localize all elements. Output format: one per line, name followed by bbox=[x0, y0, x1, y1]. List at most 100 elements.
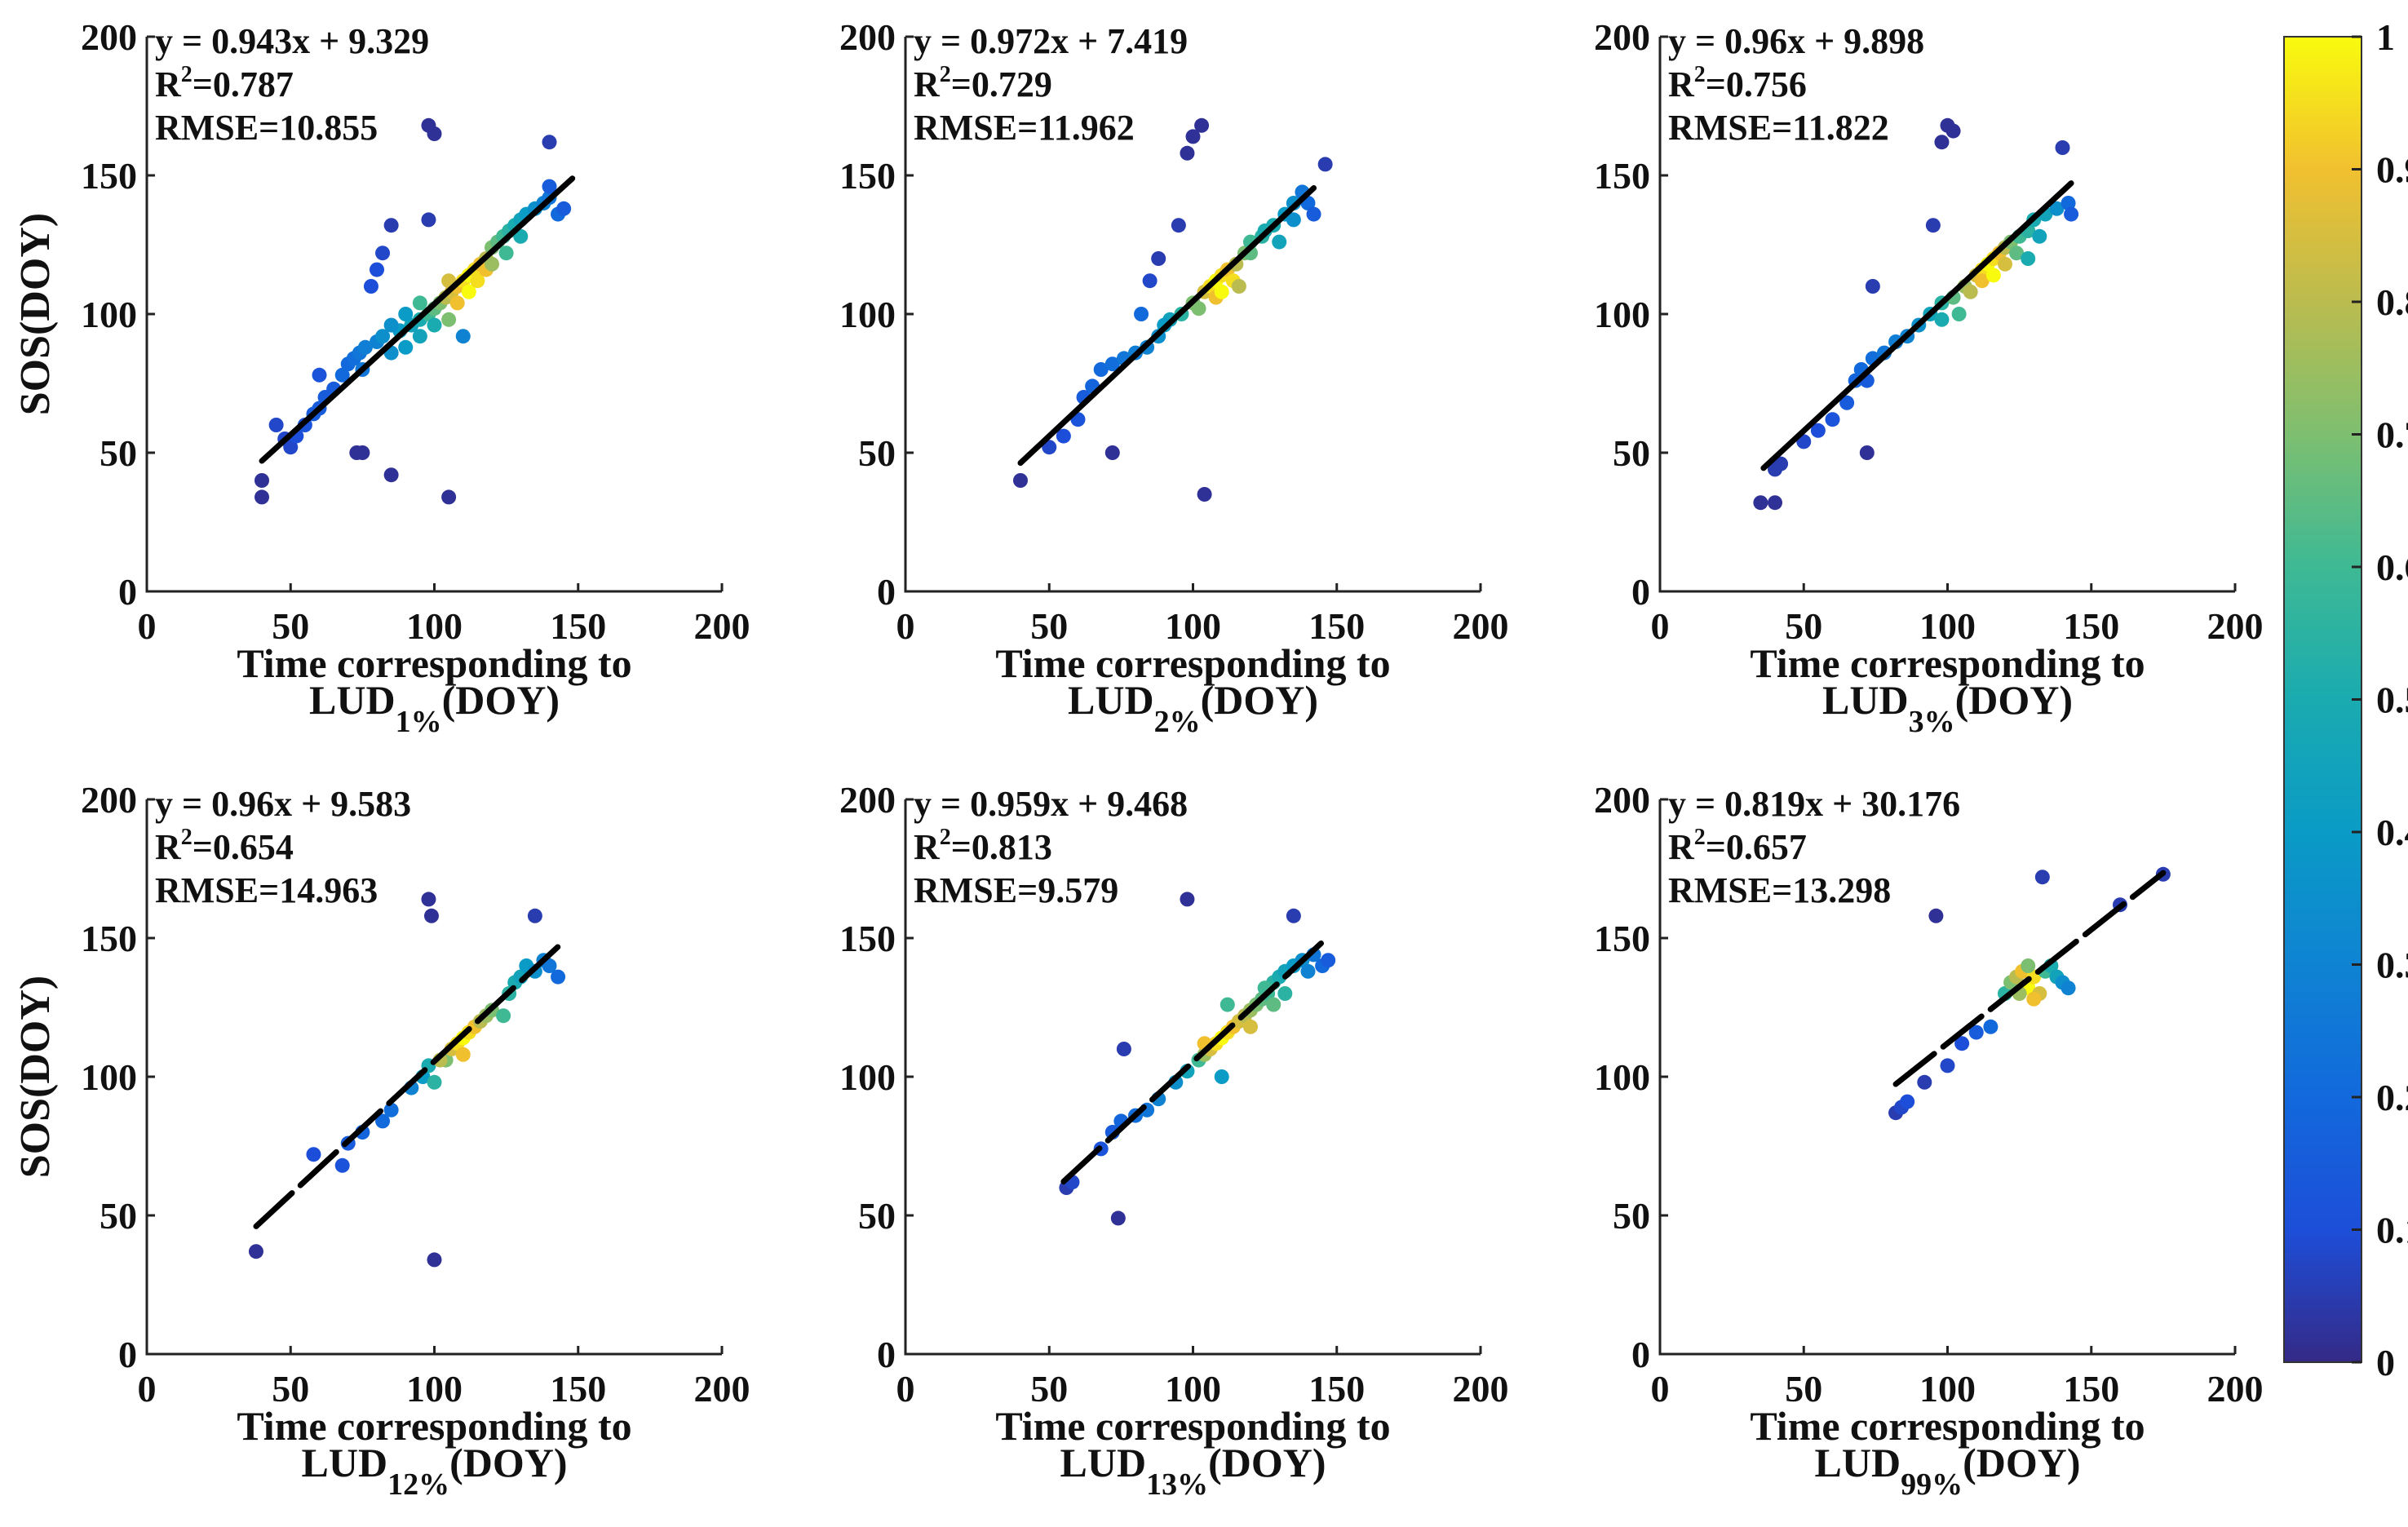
data-point bbox=[427, 1074, 442, 1090]
x-tick-label: 200 bbox=[2207, 1368, 2264, 1410]
data-point bbox=[2021, 251, 2036, 266]
data-point bbox=[2032, 228, 2047, 244]
data-point bbox=[1110, 1211, 1126, 1226]
y-tick-label: 50 bbox=[858, 1195, 896, 1237]
x-tick-label: 50 bbox=[1030, 605, 1068, 647]
panel-lud12: 0 50 100 150 200 0 50 100 150 200 y = 0.96x + 9.58… bbox=[12, 779, 750, 1502]
x-tick-label: 200 bbox=[1453, 1368, 1509, 1410]
data-point bbox=[1925, 218, 1941, 233]
y-tick-label: 0 bbox=[1631, 1334, 1650, 1375]
x-axis-label-line1: Time corresponding to bbox=[995, 640, 1390, 686]
data-point bbox=[441, 489, 457, 505]
data-point bbox=[357, 339, 373, 355]
data-point bbox=[375, 329, 391, 344]
data-point bbox=[421, 212, 436, 228]
y-tick-label: 150 bbox=[1594, 918, 1650, 959]
fit-equation: y = 0.972x + 7.419 bbox=[914, 21, 1188, 61]
x-tick-label: 50 bbox=[1785, 605, 1822, 647]
x-axis-label-line1: Time corresponding to bbox=[237, 1403, 631, 1449]
r-squared: R2=0.729 bbox=[914, 62, 1052, 104]
y-axis-label: SOS(DOY) bbox=[12, 213, 59, 415]
data-point bbox=[255, 473, 269, 488]
x-axis-label-line2: LUD2%(DOY) bbox=[1068, 677, 1318, 739]
data-point bbox=[1825, 412, 1840, 427]
data-point bbox=[421, 892, 436, 907]
data-point bbox=[1934, 135, 1950, 150]
x-axis-label-line1: Time corresponding to bbox=[1750, 1403, 2145, 1449]
x-axis-label-line1: Time corresponding to bbox=[1750, 640, 2145, 686]
panel-lud13: 0 50 100 150 200 0 50 100 150 200 y = 0.959x + 9.4… bbox=[839, 779, 1509, 1502]
data-point bbox=[527, 908, 542, 923]
data-point bbox=[1219, 997, 1235, 1012]
y-tick-label: 50 bbox=[1613, 432, 1650, 474]
x-tick-label: 0 bbox=[138, 1368, 157, 1410]
data-point bbox=[2064, 206, 2079, 222]
scatter-points bbox=[248, 892, 566, 1268]
data-point bbox=[383, 317, 399, 333]
x-tick-label: 200 bbox=[1453, 605, 1509, 647]
x-tick-label: 150 bbox=[1308, 605, 1365, 647]
data-point bbox=[2061, 980, 2076, 996]
r-squared: R2=0.813 bbox=[914, 825, 1052, 867]
colorbar-tick-label: 0.5 bbox=[2376, 679, 2408, 721]
data-point bbox=[1810, 423, 1826, 438]
data-point bbox=[551, 969, 566, 985]
x-tick-label: 0 bbox=[896, 605, 915, 647]
data-point bbox=[1013, 473, 1028, 488]
data-point bbox=[1194, 117, 1210, 133]
data-point bbox=[1116, 1042, 1131, 1056]
data-point bbox=[2061, 196, 2076, 210]
y-tick-label: 150 bbox=[839, 155, 896, 197]
x-tick-label: 150 bbox=[2063, 605, 2119, 647]
data-point bbox=[498, 246, 514, 261]
data-point bbox=[1954, 1036, 1970, 1051]
y-tick-label: 50 bbox=[858, 432, 896, 474]
y-tick-label: 200 bbox=[839, 16, 896, 58]
data-point bbox=[461, 284, 476, 299]
data-point bbox=[542, 179, 557, 194]
data-point bbox=[1104, 445, 1120, 460]
data-point bbox=[1968, 1025, 1984, 1040]
colorbar-tick-label: 0 bbox=[2376, 1342, 2395, 1383]
data-point bbox=[2034, 870, 2050, 885]
y-tick-label: 100 bbox=[81, 1056, 137, 1098]
y-tick-label: 200 bbox=[81, 16, 137, 58]
data-point bbox=[349, 445, 365, 460]
y-tick-label: 150 bbox=[1594, 155, 1650, 197]
x-tick-label: 200 bbox=[694, 1368, 750, 1410]
r-squared: R2=0.787 bbox=[155, 62, 294, 104]
data-point bbox=[542, 958, 557, 973]
rmse: RMSE=10.855 bbox=[155, 108, 378, 148]
rmse: RMSE=11.962 bbox=[914, 108, 1135, 148]
data-point bbox=[455, 1047, 471, 1062]
y-tick-label: 100 bbox=[1594, 294, 1650, 335]
x-axis-label-line2: LUD13%(DOY) bbox=[1060, 1440, 1326, 1502]
data-point bbox=[427, 317, 442, 333]
data-point bbox=[1753, 495, 1768, 511]
x-tick-label: 50 bbox=[272, 605, 309, 647]
x-tick-label: 150 bbox=[550, 605, 606, 647]
y-tick-label: 50 bbox=[1613, 1195, 1650, 1237]
data-point bbox=[1214, 1069, 1229, 1084]
data-point bbox=[383, 218, 399, 233]
x-axis-label-line2: LUD3%(DOY) bbox=[1822, 677, 2073, 739]
x-tick-label: 0 bbox=[1651, 1368, 1670, 1410]
data-point bbox=[1945, 123, 1961, 139]
y-tick-label: 150 bbox=[81, 918, 137, 959]
x-axis-label-line1: Time corresponding to bbox=[995, 1403, 1390, 1449]
x-tick-label: 200 bbox=[2207, 605, 2264, 647]
data-point bbox=[1185, 129, 1201, 144]
data-point bbox=[1197, 487, 1212, 502]
data-point bbox=[485, 256, 499, 272]
panels: 0 50 100 150 200 0 50 100 150 200 y = 0.943x + 9.3… bbox=[12, 16, 2264, 1502]
x-tick-label: 0 bbox=[138, 605, 157, 647]
rmse: RMSE=13.298 bbox=[1668, 870, 1891, 910]
data-point bbox=[1191, 301, 1206, 316]
y-tick-label: 50 bbox=[100, 432, 137, 474]
data-point bbox=[1104, 356, 1120, 372]
fit-line bbox=[1892, 870, 2167, 1087]
y-tick-label: 200 bbox=[81, 779, 137, 821]
data-point bbox=[1900, 1094, 1915, 1109]
colorbar-tick-label: 0.9 bbox=[2376, 149, 2408, 191]
